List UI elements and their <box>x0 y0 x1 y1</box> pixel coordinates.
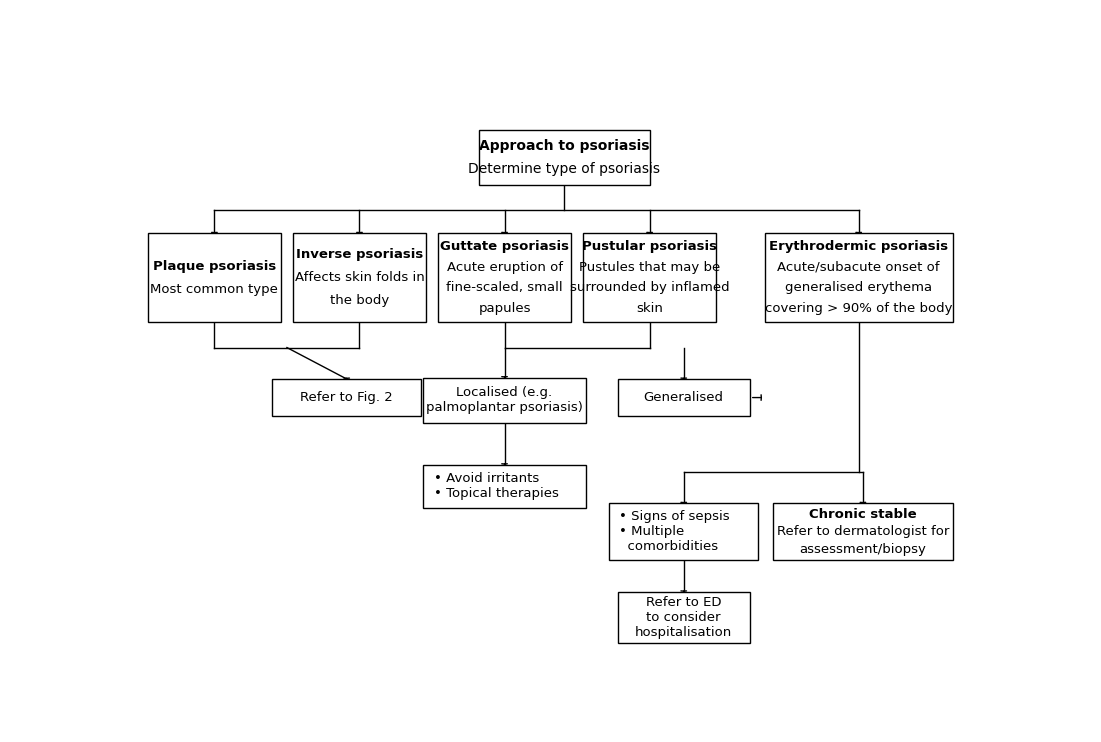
Text: Acute/subacute onset of: Acute/subacute onset of <box>777 260 940 274</box>
Text: Localised (e.g.
palmoplantar psoriasis): Localised (e.g. palmoplantar psoriasis) <box>426 387 582 415</box>
Text: Pustular psoriasis: Pustular psoriasis <box>582 240 717 253</box>
FancyBboxPatch shape <box>424 464 586 508</box>
Text: Generalised: Generalised <box>644 391 723 404</box>
FancyBboxPatch shape <box>293 233 426 322</box>
Text: fine-scaled, small: fine-scaled, small <box>446 281 563 295</box>
Text: papules: papules <box>478 302 531 315</box>
FancyBboxPatch shape <box>618 592 750 643</box>
FancyBboxPatch shape <box>424 378 586 423</box>
Text: generalised erythema: generalised erythema <box>785 281 933 295</box>
FancyBboxPatch shape <box>272 379 422 416</box>
Text: • Avoid irritants
• Topical therapies: • Avoid irritants • Topical therapies <box>434 472 558 500</box>
Text: Pustules that may be: Pustules that may be <box>579 260 720 274</box>
Text: surrounded by inflamed: surrounded by inflamed <box>570 281 729 295</box>
FancyBboxPatch shape <box>584 233 716 322</box>
Text: Refer to ED
to consider
hospitalisation: Refer to ED to consider hospitalisation <box>635 596 732 639</box>
FancyBboxPatch shape <box>618 379 750 416</box>
Text: Affects skin folds in: Affects skin folds in <box>295 271 424 284</box>
Text: Guttate psoriasis: Guttate psoriasis <box>440 240 569 253</box>
Text: Determine type of psoriasis: Determine type of psoriasis <box>468 162 661 176</box>
Text: Most common type: Most common type <box>151 283 279 295</box>
Text: covering > 90% of the body: covering > 90% of the body <box>765 302 952 315</box>
Text: Approach to psoriasis: Approach to psoriasis <box>479 139 650 153</box>
FancyBboxPatch shape <box>479 131 650 185</box>
FancyBboxPatch shape <box>438 233 570 322</box>
Text: Inverse psoriasis: Inverse psoriasis <box>296 249 423 261</box>
Text: • Signs of sepsis
• Multiple
  comorbidities: • Signs of sepsis • Multiple comorbiditi… <box>619 510 730 554</box>
FancyBboxPatch shape <box>149 233 281 322</box>
Text: Refer to Fig. 2: Refer to Fig. 2 <box>301 391 393 404</box>
Text: assessment/biopsy: assessment/biopsy <box>799 542 926 556</box>
FancyBboxPatch shape <box>609 503 759 560</box>
FancyBboxPatch shape <box>773 503 952 560</box>
Text: Acute eruption of: Acute eruption of <box>447 260 563 274</box>
Text: Chronic stable: Chronic stable <box>809 508 917 521</box>
FancyBboxPatch shape <box>765 233 952 322</box>
Text: Plaque psoriasis: Plaque psoriasis <box>153 260 276 272</box>
Text: Erythrodermic psoriasis: Erythrodermic psoriasis <box>770 240 948 253</box>
Text: the body: the body <box>330 294 389 307</box>
Text: Refer to dermatologist for: Refer to dermatologist for <box>776 525 949 539</box>
Text: skin: skin <box>636 302 663 315</box>
